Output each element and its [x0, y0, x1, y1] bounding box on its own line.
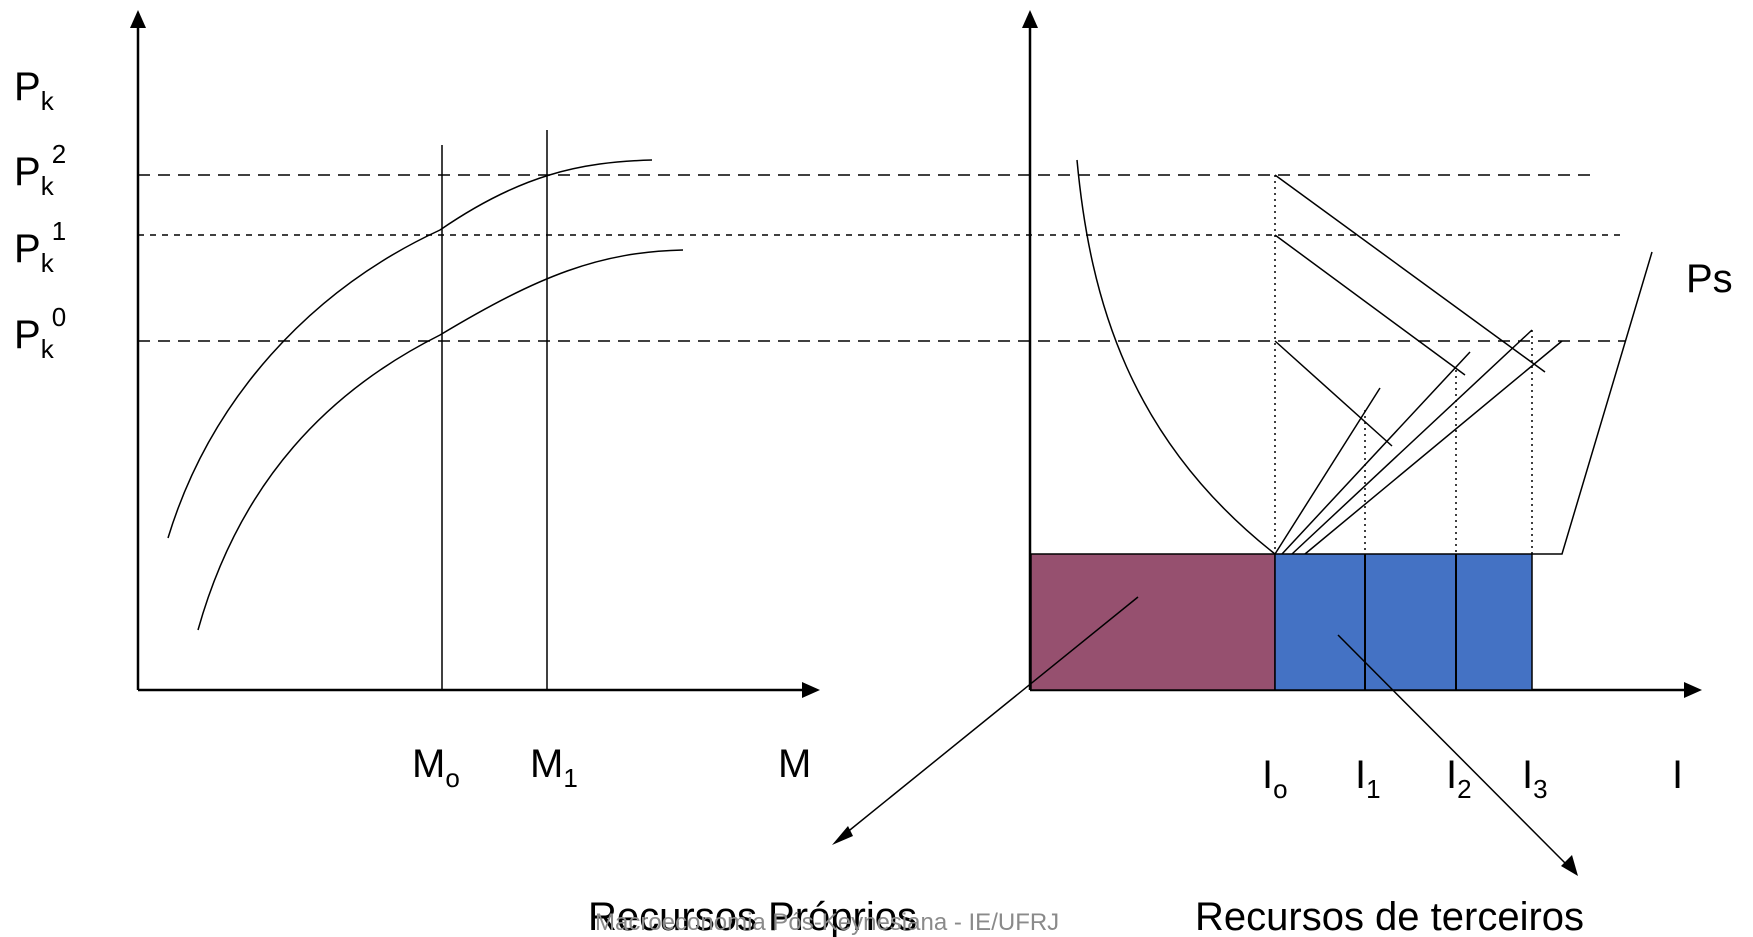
i1-label: I1 — [1355, 753, 1381, 804]
own-resources-arrow-line — [839, 596, 1139, 839]
i2-label: I2 — [1446, 753, 1472, 804]
price-level-lines — [138, 174, 1625, 342]
m-axis-label: M — [778, 742, 811, 786]
demand-curve — [1076, 159, 1276, 555]
ps-label: Ps — [1686, 257, 1733, 301]
own-resources-label: Recursos Próprios — [588, 895, 917, 937]
dotted-verticals — [1274, 175, 1533, 554]
i0-label: Io — [1262, 753, 1288, 804]
m0-label: Mo — [412, 742, 460, 793]
pk0-label: Pk0 — [14, 302, 66, 364]
right-lines — [839, 159, 1653, 869]
pk2-label: Pk2 — [14, 139, 66, 201]
third-party-resources-label: Recursos de terceiros — [1195, 895, 1584, 937]
supply-curve-ps — [1531, 251, 1653, 555]
third-party-arrow-line — [1337, 634, 1571, 869]
i3-label: I3 — [1522, 753, 1548, 804]
own-resources-block — [1030, 553, 1276, 691]
third-party-block — [1274, 553, 1533, 691]
y-axis-label: Pk — [14, 65, 55, 116]
third-party-arrowhead — [1561, 855, 1578, 876]
left-curves — [167, 130, 684, 690]
footer-text: Macroeconomia Pós-Keynesiana - IE/UFRJ — [595, 909, 1059, 936]
m1-label: M1 — [530, 742, 578, 793]
upper-price-curve — [167, 159, 653, 539]
pk1-label: Pk1 — [14, 216, 66, 278]
own-resources-arrowhead — [832, 826, 853, 845]
lower-price-curve — [197, 249, 684, 631]
block-dividers — [1364, 554, 1457, 690]
i-axis-label: I — [1672, 753, 1683, 797]
left-axes — [130, 10, 820, 698]
